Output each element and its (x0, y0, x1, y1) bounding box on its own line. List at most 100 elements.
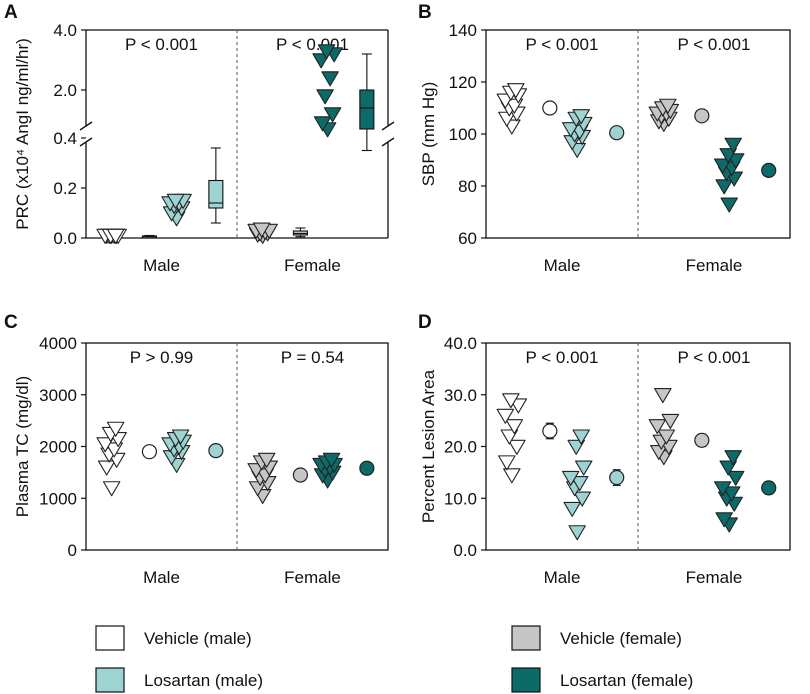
y-tick-label: 1000 (39, 489, 77, 508)
mean-marker-losartan_female (359, 460, 375, 476)
series-losartan_female (312, 452, 375, 489)
data-point-losartan_female (724, 137, 742, 153)
data-point-losartan_male (561, 470, 580, 486)
data-point-vehicle_female (659, 98, 677, 114)
data-point-vehicle_male (503, 468, 521, 484)
legend-swatch-vehicle_male (95, 625, 125, 651)
data-point-losartan_female (322, 452, 341, 468)
p-value-label: P < 0.001 (678, 348, 751, 367)
axis-break-mark (381, 121, 395, 131)
data-point-losartan_female (313, 116, 332, 132)
legend-label: Losartan (female) (560, 671, 693, 690)
mean-marker-losartan_male (609, 469, 625, 486)
data-point-vehicle_male (508, 439, 526, 455)
data-point-losartan_male (574, 460, 593, 476)
data-point-vehicle_male (97, 460, 116, 476)
legend: Vehicle (male) Losartan (male) Vehicle (fe… (95, 625, 693, 693)
data-point-vehicle_female (661, 413, 680, 429)
y-axis-label: Plasma TC (mg/dl) (13, 376, 32, 517)
legend-swatch-losartan_male (95, 667, 125, 693)
p-value-label: P < 0.001 (125, 35, 198, 54)
data-point-vehicle_male (96, 437, 114, 453)
series-vehicle_male (496, 83, 558, 135)
data-point-losartan_male (568, 525, 586, 541)
y-tick-label: 10.0 (444, 489, 477, 508)
p-value-label: P > 0.99 (130, 348, 194, 367)
data-point-losartan_female (719, 148, 737, 164)
data-point-losartan_female (720, 197, 738, 213)
data-point-losartan_male (570, 476, 589, 492)
data-point-vehicle_female (654, 388, 672, 404)
panel-B: B 60 80 100 120 140 SBP (mm Hg) Male P < 0.001 Fe… (418, 2, 791, 275)
data-point-losartan_female (323, 107, 342, 123)
data-point-vehicle_female (252, 222, 271, 238)
y-tick-label: 0.0 (53, 229, 77, 248)
series-vehicle_male (496, 393, 558, 484)
y-tick-label: 30.0 (444, 386, 477, 405)
data-point-losartan_male (561, 122, 580, 138)
panel-D: D 0.0 10.0 20.0 30.0 40.0 Percent Lesion Area M… (418, 312, 791, 587)
mean-marker-losartan_female (761, 162, 777, 178)
series-vehicle_female (648, 98, 710, 132)
data-point-losartan_female (316, 89, 334, 105)
data-point-losartan_female (715, 512, 733, 528)
legend-swatch-vehicle_female (511, 625, 541, 651)
series-losartan_male (161, 429, 224, 473)
legend-label: Losartan (male) (144, 671, 263, 690)
y-axis-label: PRC (x10⁴ AngI ng/ml/hr) (13, 38, 32, 230)
p-value-label: P < 0.001 (678, 35, 751, 54)
y-tick-label: 4.0 (53, 21, 77, 40)
series-losartan_male (161, 147, 224, 227)
data-point-losartan_female (713, 481, 732, 497)
y-tick-label: 80 (458, 177, 477, 196)
y-tick-label: 120 (449, 73, 477, 92)
data-point-losartan_female (722, 486, 741, 502)
series-losartan_male (561, 109, 625, 158)
data-point-vehicle_male (505, 419, 524, 435)
series-losartan_female (713, 450, 777, 533)
data-point-losartan_male (171, 429, 190, 445)
data-point-losartan_female (715, 179, 733, 195)
data-point-vehicle_female (657, 429, 676, 445)
data-point-vehicle_male (500, 429, 519, 445)
p-value-label: P = 0.54 (281, 348, 345, 367)
legend-swatch-losartan_female (511, 667, 541, 693)
p-value-label: P < 0.001 (526, 348, 599, 367)
box-losartan_female (359, 89, 375, 130)
mean-marker-vehicle_male (141, 444, 158, 460)
data-point-losartan_male (166, 193, 185, 209)
y-tick-label: 3000 (39, 386, 77, 405)
y-tick-label: 0 (68, 541, 77, 560)
data-point-losartan_male (572, 109, 590, 125)
y-tick-label: 2000 (39, 438, 77, 457)
axis-break-mark (79, 121, 93, 131)
x-group-label: Female (686, 256, 743, 275)
data-point-vehicle_male (507, 83, 525, 99)
data-point-vehicle_male (102, 481, 121, 497)
box-losartan_male (208, 179, 224, 209)
y-tick-label: 140 (449, 21, 477, 40)
data-point-losartan_female (321, 71, 339, 87)
axis-break-mark (79, 137, 93, 147)
data-point-losartan_male (563, 501, 581, 517)
panel-letter: C (4, 312, 18, 333)
panel-A: A 0.0 0.2 0.4 2.0 4.0 PRC (x10⁴ AngI ng/ml/hr)… (4, 2, 395, 275)
x-group-label: Male (143, 568, 180, 587)
series-vehicle_female (247, 222, 308, 244)
data-point-losartan_female (713, 158, 732, 174)
data-point-losartan_male (567, 439, 585, 455)
data-point-losartan_female (726, 470, 745, 486)
panel-letter: B (418, 2, 432, 23)
mean-marker-vehicle_male (542, 100, 558, 116)
x-group-label: Male (143, 256, 180, 275)
series-losartan_female (713, 137, 777, 213)
y-tick-label: 40.0 (444, 334, 477, 353)
data-point-vehicle_male (498, 455, 516, 471)
mean-marker-losartan_male (609, 125, 625, 141)
x-group-label: Female (284, 256, 341, 275)
mean-marker-vehicle_female (694, 432, 710, 448)
panel-letter: A (4, 2, 18, 23)
x-group-label: Male (544, 568, 581, 587)
data-point-losartan_female (719, 460, 737, 476)
